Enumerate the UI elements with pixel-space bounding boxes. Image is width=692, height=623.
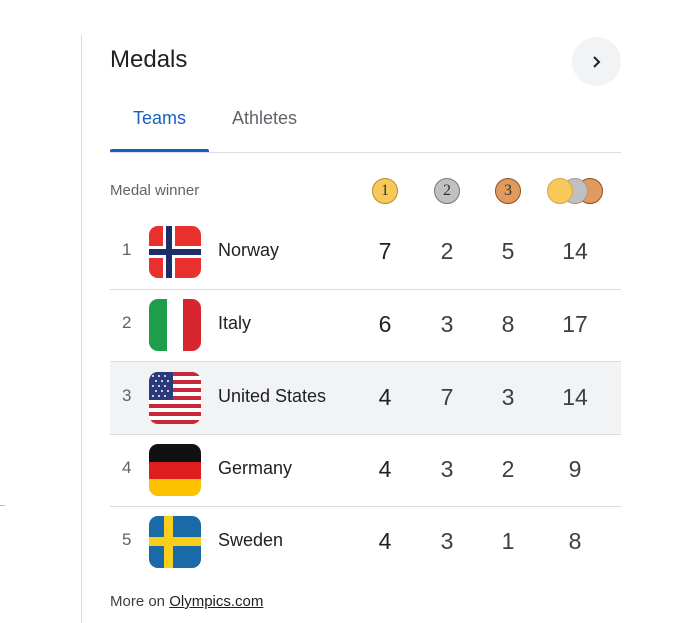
silver-count: 3 bbox=[440, 456, 454, 482]
table-row[interactable]: 3 United States 4 7 3 14 bbox=[110, 362, 621, 434]
tab-teams[interactable]: Teams bbox=[133, 108, 187, 128]
table-row[interactable]: 5 Sweden 4 3 1 8 bbox=[110, 506, 621, 578]
silver-count: 7 bbox=[440, 384, 454, 410]
usa-flag-icon bbox=[149, 372, 201, 424]
card-title: Medals bbox=[110, 46, 188, 73]
country-name: Germany bbox=[218, 458, 293, 478]
rank: 5 bbox=[122, 530, 132, 549]
table-row[interactable]: 2 Italy 6 3 8 17 bbox=[110, 289, 621, 361]
total-count: 8 bbox=[568, 528, 582, 554]
bronze-count: 5 bbox=[501, 238, 515, 264]
silver-count: 3 bbox=[440, 311, 454, 337]
tabs-divider bbox=[110, 152, 621, 153]
row-divider bbox=[110, 289, 621, 290]
gold-count: 4 bbox=[378, 384, 392, 410]
total-count: 14 bbox=[562, 238, 588, 264]
active-tab-indicator bbox=[110, 149, 209, 152]
total-count: 14 bbox=[562, 384, 588, 410]
silver-medal-icon: 2 bbox=[434, 178, 460, 204]
total-count: 17 bbox=[562, 311, 588, 337]
rank: 3 bbox=[122, 386, 132, 405]
gold-count: 7 bbox=[378, 238, 392, 264]
country-name: United States bbox=[218, 386, 327, 406]
gold-count: 6 bbox=[378, 311, 392, 337]
bronze-medal-icon: 3 bbox=[495, 178, 521, 204]
norway-flag-icon bbox=[149, 226, 201, 278]
rank: 1 bbox=[122, 240, 132, 259]
country-name: Norway bbox=[218, 240, 280, 260]
table-row[interactable]: 1 Norway 7 2 5 14 bbox=[110, 216, 621, 288]
gold-count: 4 bbox=[378, 528, 392, 554]
germany-flag-icon bbox=[149, 444, 201, 496]
row-divider bbox=[110, 506, 621, 507]
olympics-link[interactable]: Olympics.com bbox=[169, 593, 264, 610]
rank: 4 bbox=[122, 458, 132, 477]
more-button[interactable] bbox=[572, 37, 621, 86]
total-medals-icon bbox=[547, 178, 603, 204]
italy-flag-icon bbox=[149, 299, 201, 351]
bronze-count: 2 bbox=[501, 456, 515, 482]
footer: More on Olympics.com bbox=[110, 593, 263, 610]
total-count: 9 bbox=[568, 456, 582, 482]
gold-count: 4 bbox=[378, 456, 392, 482]
rank: 2 bbox=[122, 313, 132, 332]
gold-medal-icon: 1 bbox=[372, 178, 398, 204]
tab-athletes[interactable]: Athletes bbox=[232, 108, 298, 128]
silver-count: 2 bbox=[440, 238, 454, 264]
country-name: Sweden bbox=[218, 530, 284, 550]
silver-count: 3 bbox=[440, 528, 454, 554]
medal-winner-header: Medal winner bbox=[110, 182, 200, 199]
edge-mark bbox=[0, 505, 5, 506]
table-row[interactable]: 4 Germany 4 3 2 9 bbox=[110, 434, 621, 506]
bronze-count: 1 bbox=[501, 528, 515, 554]
bronze-count: 3 bbox=[501, 384, 515, 410]
row-divider bbox=[110, 361, 621, 362]
bronze-count: 8 bbox=[501, 311, 515, 337]
row-divider bbox=[110, 434, 621, 435]
chevron-right-icon bbox=[592, 55, 600, 68]
sweden-flag-icon bbox=[149, 516, 201, 568]
left-divider bbox=[81, 35, 82, 623]
country-name: Italy bbox=[218, 313, 252, 333]
footer-prefix: More on bbox=[110, 593, 170, 610]
